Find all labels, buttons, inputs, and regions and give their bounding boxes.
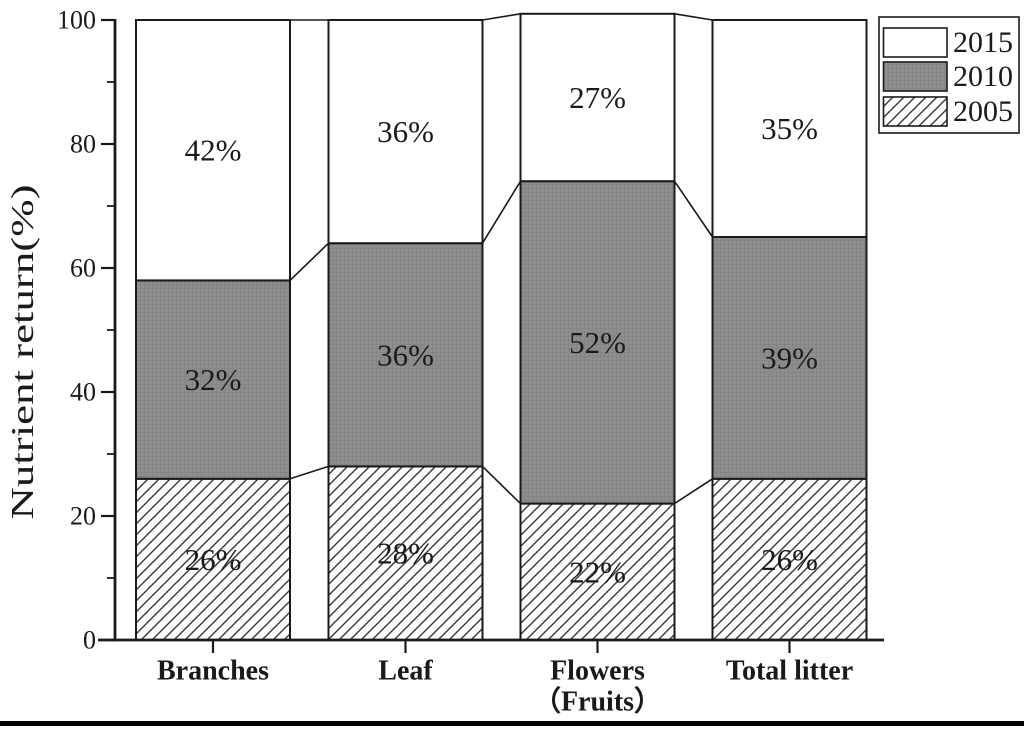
bars — [135, 12, 868, 641]
bar-leaf-segment-2010 — [327, 242, 484, 468]
category-label-flowers: Flowers — [550, 656, 645, 687]
connector-lines — [289, 13, 714, 505]
segment-value-label: 39% — [761, 340, 818, 375]
connector-line — [481, 180, 522, 244]
category-labels: Branches Leaf Flowers（Fruits） Total litter — [157, 656, 853, 718]
bottom-rule — [0, 721, 1024, 726]
segment-value-label: 26% — [185, 542, 242, 577]
segment-value-labels: 26% 32% 42% 28% 36% 36% 22% 52% 27% 26% 39% 35% — [185, 80, 818, 589]
segment-value-label: 36% — [377, 337, 434, 372]
connector-line — [674, 13, 713, 21]
segment-value-label: 28% — [377, 536, 434, 571]
legend-swatch-2010 — [882, 61, 948, 92]
legend-swatch-2015 — [882, 27, 948, 58]
segment-value-label: 26% — [761, 542, 818, 577]
bar-total-litter-segment-2010 — [711, 236, 868, 480]
connector-line — [289, 242, 330, 281]
segment-value-label: 35% — [761, 111, 818, 146]
bar-total-litter-segment-2015 — [711, 19, 868, 238]
bar-total-litter-segment-2005 — [711, 477, 868, 641]
category-label-branches: Branches — [157, 656, 269, 687]
y-tick-label: 0 — [83, 626, 96, 655]
segment-value-label: 42% — [185, 133, 242, 168]
legend-label-2010: 2010 — [953, 60, 1013, 93]
bar-branches-segment-2005 — [135, 477, 291, 641]
segment-value-label: 32% — [185, 362, 242, 397]
bar-branches-segment-2010 — [135, 279, 291, 480]
y-tick-label: 80 — [70, 130, 96, 159]
bar-branches-segment-2015 — [135, 19, 291, 282]
legend-label-2015: 2015 — [953, 26, 1013, 59]
category-label-total-litter: Total litter — [726, 656, 853, 687]
y-tick-label: 100 — [57, 6, 96, 35]
connector-line — [289, 465, 329, 480]
bar-flowers-segment-2015 — [519, 12, 676, 183]
connector-line — [482, 13, 521, 21]
legend-label-2005: 2005 — [953, 95, 1013, 128]
connector-line — [674, 478, 713, 505]
legend-swatch-2005 — [882, 96, 948, 127]
category-label-leaf: Leaf — [378, 656, 433, 687]
bar-leaf-segment-2015 — [327, 19, 484, 245]
axes — [98, 18, 884, 653]
segment-value-label: 52% — [569, 325, 626, 360]
y-tick-label: 20 — [70, 502, 96, 531]
segment-value-label: 36% — [377, 114, 434, 149]
y-tick-label: 60 — [70, 254, 96, 283]
bar-flowers-segment-2010 — [519, 180, 676, 505]
y-axis-title: Nutrient return(%) — [4, 185, 40, 520]
y-tick-labels: 0 20 40 60 80 100 — [57, 6, 96, 655]
bar-leaf-segment-2005 — [327, 465, 484, 641]
category-label-flowers: （Fruits） — [533, 685, 662, 718]
connector-line — [481, 465, 522, 505]
connector-line — [673, 180, 714, 238]
segment-value-label: 22% — [569, 554, 626, 589]
segment-value-label: 27% — [569, 80, 626, 115]
y-tick-label: 40 — [70, 378, 96, 407]
